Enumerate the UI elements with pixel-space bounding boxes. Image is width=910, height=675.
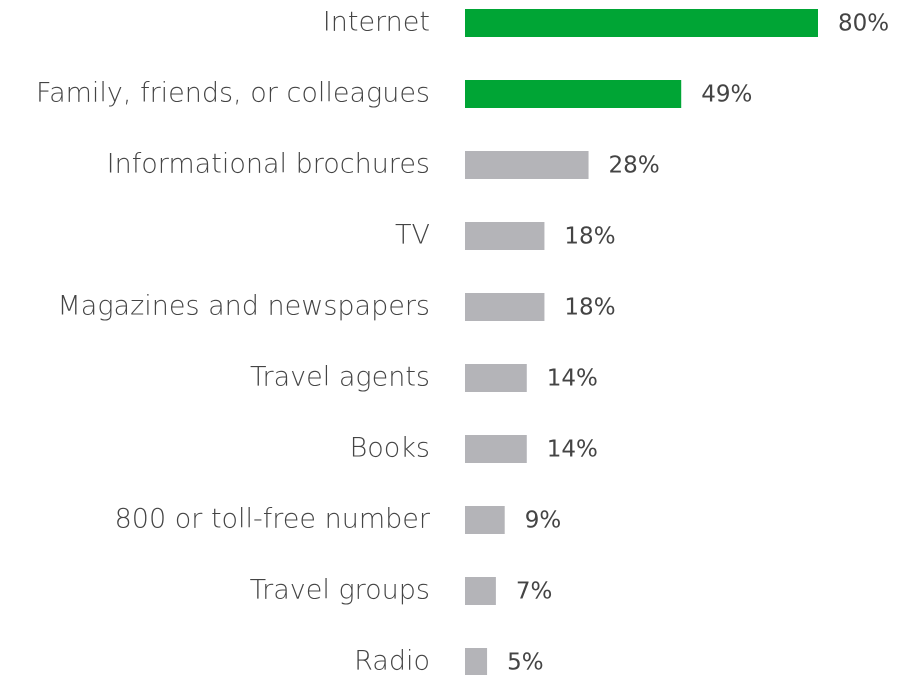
value-label: 5% [507,650,544,675]
category-label: Magazines and newspapers [58,291,431,322]
bar [465,80,682,108]
bar [465,506,505,534]
category-label: Radio [354,646,430,675]
bar [465,364,527,392]
value-label: 14% [547,366,598,392]
category-label: Books [350,433,430,464]
bar [465,151,589,179]
value-label: 14% [547,437,598,463]
bar [465,293,545,321]
value-label: 49% [701,82,752,108]
value-label: 28% [609,153,660,179]
category-label: 800 or toll-free number [115,504,431,535]
bar [465,9,818,37]
category-label: Internet [323,7,430,38]
value-label: 18% [564,295,615,321]
bar [465,222,545,250]
category-label: Travel groups [250,575,430,606]
value-label: 18% [564,224,615,250]
value-label: 7% [516,579,553,605]
bar [465,577,496,605]
value-label: 80% [838,11,889,37]
category-label: Informational brochures [107,149,430,180]
category-label: Family, friends, or colleagues [36,78,430,109]
value-label: 9% [525,508,562,534]
bar [465,648,488,675]
category-label: TV [395,220,430,251]
category-label: Travel agents [250,362,430,393]
bar [465,435,527,463]
